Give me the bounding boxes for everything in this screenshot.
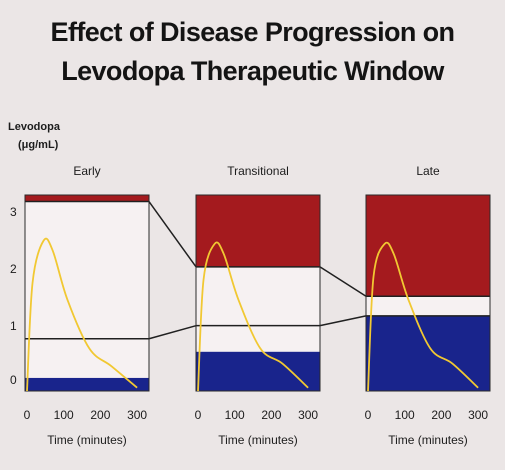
x-tick-label: 300 [127, 408, 147, 422]
x-tick-label: 0 [24, 408, 31, 422]
x-tick-label: 300 [298, 408, 318, 422]
x-tick-label: 200 [261, 408, 281, 422]
x-tick-label: 200 [431, 408, 451, 422]
y-tick-label: 1 [10, 319, 17, 333]
x-tick-label: 0 [195, 408, 202, 422]
toxic-zone [25, 195, 149, 202]
panel-frame [195, 194, 321, 392]
y-tick-label: 3 [10, 205, 17, 219]
subtherapeutic-zone [196, 351, 320, 391]
x-tick-label: 200 [90, 408, 110, 422]
y-tick-label: 2 [10, 262, 17, 276]
connector-upper-line [148, 201, 197, 268]
x-axis-label: Time (minutes) [218, 433, 298, 447]
concentration-curve [367, 241, 479, 392]
x-axis-label: Time (minutes) [47, 433, 127, 447]
x-tick-label: 100 [225, 408, 245, 422]
panel-frame [365, 194, 491, 392]
y-axis-label-line-1: Levodopa [8, 121, 61, 133]
panel-title: Early [73, 164, 100, 178]
x-tick-label: 100 [395, 408, 415, 422]
y-axis-label-line-2: (μg/mL) [18, 139, 59, 151]
therapeutic-zone [25, 195, 149, 391]
x-axis-label: Time (minutes) [388, 433, 468, 447]
panel-title: Late [416, 164, 440, 178]
x-tick-label: 100 [54, 408, 74, 422]
toxic-zone [196, 195, 320, 267]
chart-title-line-2: Levodopa Therapeutic Window [61, 56, 444, 86]
x-tick-label: 0 [365, 408, 372, 422]
connector-lower-line [148, 324, 197, 340]
connector-lower-line [319, 315, 367, 327]
subtherapeutic-zone [25, 377, 149, 391]
chart-title-line-1: Effect of Disease Progression on [50, 17, 456, 47]
subtherapeutic-zone [366, 315, 490, 391]
panel-frame [24, 194, 150, 392]
concentration-curve [26, 237, 138, 392]
x-tick-label: 300 [468, 408, 488, 422]
toxic-zone [366, 195, 490, 297]
concentration-curve [197, 241, 309, 392]
connector-upper-line [319, 266, 367, 297]
panel-title: Transitional [227, 164, 289, 178]
y-tick-label: 0 [10, 373, 17, 387]
